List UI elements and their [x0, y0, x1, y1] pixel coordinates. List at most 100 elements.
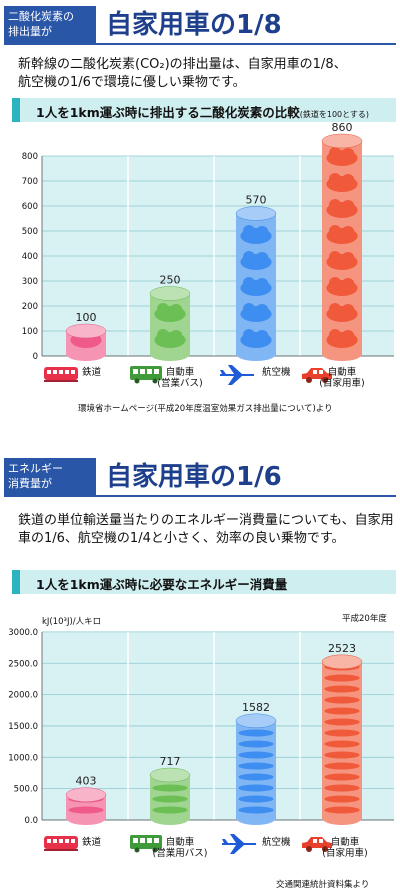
bus-wheel: [134, 847, 140, 853]
car-icon: [302, 837, 332, 852]
energy-header-box-line1: エネルギー: [8, 462, 63, 475]
co2-chart-heading-tab: [12, 98, 20, 122]
y-tick-label: 700: [22, 177, 38, 187]
y-tick-label: 500: [22, 227, 38, 237]
y-tick-label: 100: [22, 327, 38, 337]
bar-motif: [324, 795, 360, 803]
energy-chart-heading-label: 1人を1km運ぶ時に必要なエネルギー消費量: [36, 577, 288, 592]
bar-bottom: [150, 347, 190, 361]
y-tick-label: 2000.0: [8, 691, 38, 701]
bar-top: [65, 323, 107, 339]
co2-chart: 0 100 200 300 400 500 600 700 800 100 250 570 860 鉄道 自…: [22, 121, 394, 389]
bar-motif: [238, 784, 274, 792]
bar-motif: [243, 329, 255, 341]
bar-motif: [324, 718, 360, 726]
data-label: 403: [76, 775, 97, 788]
bar-motif: [324, 806, 360, 814]
bar-motif: [243, 251, 255, 263]
train-icon: [44, 367, 78, 382]
bar-motif: [324, 685, 360, 693]
energy-header-divider: [4, 495, 396, 497]
co2-chart-heading: 1人を1km運ぶ時に排出する二酸化炭素の比較(鉄道を100とする): [12, 98, 396, 122]
bar-motif: [238, 773, 274, 781]
bus-icon: [130, 366, 162, 384]
bus-window: [133, 369, 138, 374]
bar-motif: [324, 707, 360, 715]
bar-motif: [341, 278, 355, 290]
co2-header-title: 自家用車の1/8: [106, 10, 282, 40]
data-label: 100: [76, 311, 97, 324]
bar-3: [321, 133, 363, 361]
y-tick-label: 2500.0: [8, 659, 38, 669]
bar-motif: [243, 303, 255, 315]
train-icon: [44, 836, 78, 851]
bus-wheel: [152, 378, 158, 384]
bar-motif: [238, 762, 274, 770]
y-tick-label: 300: [22, 277, 38, 287]
bar-motif: [341, 148, 355, 160]
bar-motif: [324, 740, 360, 748]
bar-2: [235, 206, 277, 361]
train-base: [44, 849, 78, 851]
bar-3: [321, 654, 363, 825]
bus-window: [140, 369, 145, 374]
energy-description: 鉄道の単位輸送量当たりのエネルギー消費量についても、自家用車の1/6、航空機の1…: [18, 513, 394, 546]
car-window: [313, 370, 317, 374]
y-tick-label: 0.0: [24, 816, 38, 826]
data-label: 717: [160, 755, 181, 768]
bar-motif: [238, 795, 274, 803]
train-window: [47, 370, 51, 374]
category-label: (自家用車): [322, 847, 367, 859]
car-wheel: [322, 846, 328, 852]
bar-motif: [255, 226, 269, 238]
bus-wheel: [134, 378, 140, 384]
category-label: 鉄道: [82, 836, 102, 848]
bar-motif: [152, 806, 188, 814]
y-tick-label: 600: [22, 202, 38, 212]
bar-bottom: [322, 347, 362, 361]
bar-motif: [152, 784, 188, 792]
bar-motif: [324, 751, 360, 759]
bar-motif: [238, 729, 274, 737]
airplane-icon: [222, 834, 256, 854]
airplane-shape: [222, 834, 256, 854]
bus-window: [154, 369, 159, 374]
energy-header-box: エネルギー 消費量が: [4, 458, 96, 496]
bar-motif: [329, 329, 341, 341]
co2-header-box: 二酸化炭素の 排出量が: [4, 6, 96, 44]
y-tick-label: 0: [33, 352, 38, 362]
bar-motif: [157, 329, 169, 341]
energy-source: 交通関連統計資料集より: [276, 880, 370, 890]
category-label: 自動車: [331, 836, 360, 848]
bar-motif: [341, 252, 355, 264]
category-label: (営業用バス): [153, 847, 208, 859]
y-tick-label: 1000.0: [8, 753, 38, 763]
energy-year-label: 平成20年度: [342, 614, 387, 624]
bus-window: [133, 838, 138, 843]
bar-motif: [169, 304, 183, 316]
train-window: [71, 839, 75, 843]
bar-bottom: [322, 811, 362, 825]
bus-window: [147, 838, 152, 843]
energy-header: エネルギー 消費量が 自家用車の1/6: [0, 452, 400, 497]
co2-section: 二酸化炭素の 排出量が 自家用車の1/8 新幹線の二酸化炭素(CO₂)の排出量は…: [0, 0, 400, 440]
energy-chart-heading-tab: [12, 570, 20, 594]
bar-body: [322, 141, 362, 354]
category-label: (自家用車): [319, 377, 364, 389]
car-icon: [302, 368, 332, 383]
y-tick-label: 3000.0: [8, 628, 38, 638]
bar-bottom: [236, 811, 276, 825]
car-wheel: [322, 377, 328, 383]
bar-top: [235, 206, 277, 221]
bar-motif: [329, 277, 341, 289]
train-window: [53, 370, 57, 374]
bar-top: [321, 133, 363, 149]
bar-motif: [329, 303, 341, 315]
co2-chart-heading-label: 1人を1km運ぶ時に排出する二酸化炭素の比較: [36, 105, 300, 120]
data-label: 2523: [328, 642, 356, 655]
y-tick-label: 1500.0: [8, 722, 38, 732]
bar-motif: [157, 303, 169, 315]
bar-motif: [329, 173, 341, 185]
bar-motif: [329, 251, 341, 263]
bar-motif: [341, 174, 355, 186]
